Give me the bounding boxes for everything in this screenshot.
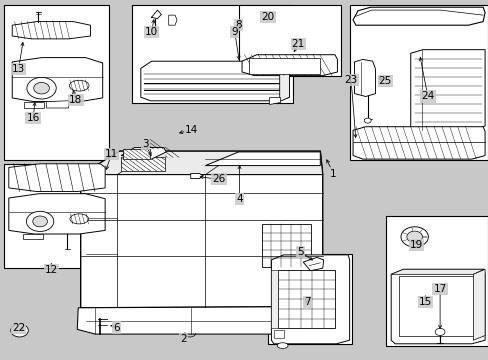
Bar [121, 157, 165, 171]
Polygon shape [303, 257, 323, 271]
Polygon shape [271, 255, 349, 344]
Polygon shape [121, 148, 166, 159]
Polygon shape [12, 58, 102, 102]
Text: 18: 18 [69, 95, 82, 105]
Text: 6: 6 [113, 323, 120, 333]
Text: 11: 11 [104, 149, 118, 159]
Text: 7: 7 [303, 297, 310, 307]
Text: 2: 2 [180, 334, 186, 344]
Circle shape [434, 328, 444, 336]
Text: 25: 25 [378, 76, 391, 86]
Bar [123, 149, 150, 159]
Circle shape [33, 216, 47, 227]
Ellipse shape [69, 80, 89, 91]
Polygon shape [190, 174, 203, 179]
Text: 15: 15 [418, 297, 431, 307]
Polygon shape [249, 58, 320, 74]
Text: 10: 10 [145, 27, 158, 37]
Polygon shape [242, 55, 337, 76]
Polygon shape [390, 269, 483, 274]
Circle shape [406, 231, 422, 243]
Bar [132, 5, 293, 103]
Polygon shape [205, 152, 320, 166]
Polygon shape [81, 151, 322, 175]
Bar [238, 5, 341, 76]
Text: 13: 13 [12, 64, 25, 74]
Text: 20: 20 [261, 12, 274, 22]
Text: 1: 1 [329, 168, 336, 179]
Bar [277, 270, 335, 328]
Text: 9: 9 [231, 27, 238, 37]
Text: 3: 3 [142, 139, 149, 149]
Bar [4, 5, 108, 160]
Circle shape [400, 227, 427, 247]
Polygon shape [81, 151, 322, 308]
Polygon shape [77, 307, 303, 334]
Text: 22: 22 [12, 323, 25, 333]
Circle shape [364, 118, 370, 123]
Polygon shape [273, 330, 283, 338]
Circle shape [26, 211, 54, 231]
Polygon shape [9, 164, 105, 192]
Bar [386, 216, 487, 346]
Text: 21: 21 [291, 39, 305, 49]
Polygon shape [354, 59, 375, 96]
Bar [4, 164, 108, 268]
Text: 4: 4 [236, 194, 243, 204]
Text: 24: 24 [420, 91, 434, 102]
Circle shape [27, 77, 56, 99]
Polygon shape [46, 101, 68, 108]
Text: 8: 8 [235, 20, 242, 30]
Polygon shape [472, 269, 484, 340]
Text: 23: 23 [344, 75, 357, 85]
Polygon shape [409, 50, 484, 130]
Text: 14: 14 [184, 125, 198, 135]
Polygon shape [168, 15, 177, 25]
Ellipse shape [277, 343, 287, 348]
Polygon shape [271, 270, 277, 328]
Bar [349, 5, 487, 160]
Polygon shape [24, 102, 44, 108]
Polygon shape [390, 269, 484, 344]
Polygon shape [23, 234, 43, 239]
Polygon shape [9, 194, 105, 234]
Bar [267, 254, 351, 344]
Polygon shape [12, 22, 90, 39]
Polygon shape [141, 61, 289, 101]
Circle shape [11, 324, 28, 337]
Text: 5: 5 [297, 247, 304, 257]
Text: 26: 26 [212, 174, 225, 184]
Ellipse shape [70, 214, 88, 224]
Text: 19: 19 [409, 240, 423, 250]
Bar [261, 224, 310, 267]
Text: 12: 12 [44, 265, 58, 275]
Text: 16: 16 [26, 113, 40, 123]
Circle shape [34, 82, 49, 94]
Text: 17: 17 [432, 284, 446, 294]
Polygon shape [268, 97, 279, 104]
Polygon shape [352, 127, 484, 159]
Polygon shape [352, 7, 484, 25]
Polygon shape [398, 276, 476, 336]
Polygon shape [279, 68, 289, 102]
